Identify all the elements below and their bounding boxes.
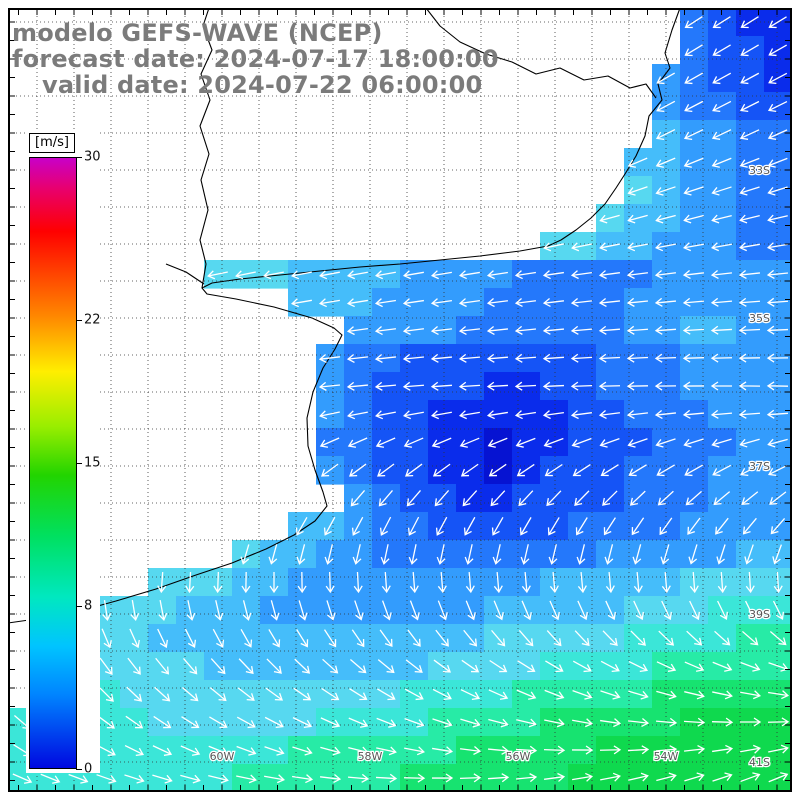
latitude-label: 33S: [749, 164, 770, 177]
longitude-label: 60W: [210, 750, 235, 763]
forecast-date: forecast date: 2024-07-17 18:00:00: [12, 45, 499, 73]
brazil-uruguay-border: [425, 8, 657, 99]
colorbar-tick: [76, 320, 82, 322]
colorbar-tick-label: 0: [84, 761, 93, 777]
colorbar-tick-label: 22: [84, 312, 101, 328]
graticule: [8, 8, 792, 792]
latitude-label: 39S: [749, 608, 770, 621]
model-title: modelo GEFS-WAVE (NCEP): [12, 19, 383, 47]
parana-delta-channel: [165, 263, 205, 285]
colorbar-gradient-bar: [29, 157, 77, 769]
colorbar-tick-label: 8: [84, 598, 93, 614]
longitude-label: 56W: [506, 750, 531, 763]
wind-arrows: [12, 16, 790, 784]
longitude-label: 54W: [654, 750, 679, 763]
colorbar-tick-label: 30: [84, 149, 101, 165]
wave-wind-map: 33S35S37S39S41S62W60W58W56W54W: [8, 8, 792, 792]
colorbar: [m/s] 30 22 15 8 0: [26, 130, 101, 777]
latitude-label: 37S: [749, 460, 770, 473]
colorbar-tick: [76, 157, 82, 158]
latitude-label: 35S: [749, 312, 770, 325]
header: modelo GEFS-WAVE (NCEP) forecast date: 2…: [12, 20, 499, 98]
map-frame: [8, 8, 792, 792]
latitude-label: 41S: [749, 756, 770, 769]
colorbar-units-label: [m/s]: [29, 133, 75, 153]
valid-date: valid date: 2024-07-22 06:00:00: [42, 71, 483, 99]
longitude-label: 58W: [358, 750, 383, 763]
colorbar-tick: [76, 769, 82, 770]
colorbar-tick-label: 15: [84, 455, 101, 471]
colorbar-tick: [76, 605, 82, 607]
colorbar-tick: [76, 463, 82, 464]
